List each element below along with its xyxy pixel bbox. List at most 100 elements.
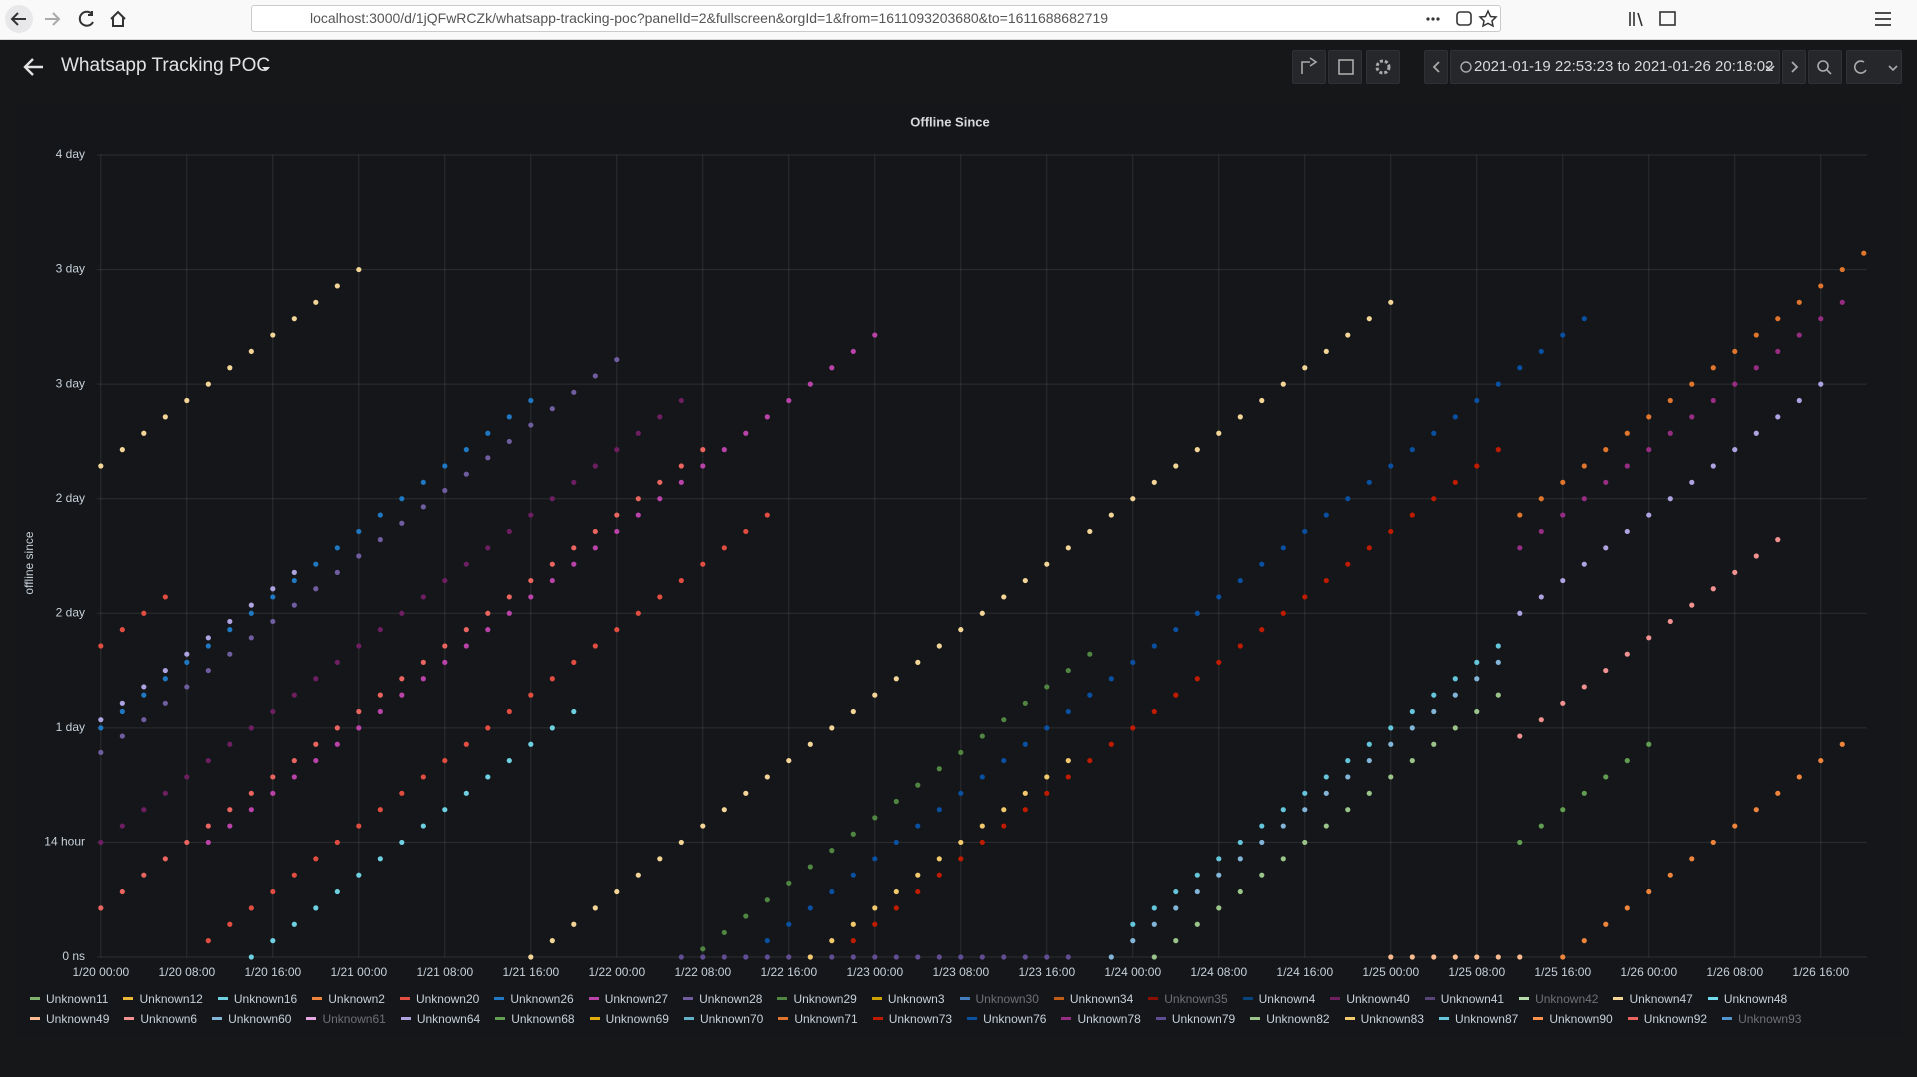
point — [1216, 856, 1222, 862]
point — [1689, 602, 1695, 608]
legend-item[interactable]: Unknown73 — [872, 1010, 952, 1027]
legend-item[interactable]: Unknown26 — [494, 990, 574, 1007]
legend-item[interactable]: Unknown61 — [306, 1010, 386, 1027]
point — [1194, 676, 1200, 682]
settings-button[interactable] — [1366, 50, 1400, 84]
point — [270, 618, 276, 625]
point — [291, 316, 297, 322]
forward-button[interactable] — [45, 12, 61, 26]
legend-item[interactable]: Unknown64 — [400, 1010, 480, 1027]
legend-item[interactable]: Unknown82 — [1250, 1010, 1330, 1027]
legend-marker — [306, 1017, 317, 1020]
point — [98, 749, 104, 756]
legend-item[interactable]: Unknown35 — [1148, 990, 1228, 1007]
point — [1818, 283, 1824, 289]
legend-item[interactable]: Unknown41 — [1424, 990, 1504, 1007]
point — [1259, 561, 1265, 567]
legend-item[interactable]: Unknown92 — [1627, 1010, 1707, 1027]
legend-item[interactable]: Unknown71 — [778, 1010, 858, 1027]
back-arrow[interactable] — [16, 40, 56, 96]
legend-item[interactable]: Unknown30 — [959, 990, 1039, 1007]
library-icon[interactable] — [1629, 12, 1643, 27]
legend-item[interactable]: Unknown47 — [1613, 990, 1693, 1007]
point — [657, 594, 663, 600]
legend-item[interactable]: Unknown34 — [1053, 990, 1133, 1007]
legend-item[interactable]: Unknown11 — [30, 990, 108, 1007]
point — [872, 921, 878, 927]
point — [1667, 618, 1673, 625]
legend-item[interactable]: Unknown3 — [871, 990, 945, 1007]
legend-item[interactable]: Unknown76 — [967, 1010, 1046, 1027]
legend-item[interactable]: Unknown12 — [123, 990, 203, 1007]
url-bar[interactable]: localhost:3000/d/1jQFwRCZk/whatsapp-trac… — [251, 5, 1501, 32]
legend-item[interactable]: Unknown42 — [1519, 990, 1598, 1007]
point — [399, 610, 405, 616]
point — [1194, 888, 1200, 895]
x-tick-label: 1/21 00:00 — [330, 965, 387, 979]
legend-item[interactable]: Unknown2 — [312, 990, 385, 1007]
legend-item[interactable]: Unknown87 — [1438, 1010, 1519, 1027]
point — [1173, 627, 1179, 633]
x-tick-label: 1/25 16:00 — [1534, 965, 1591, 979]
point — [1259, 627, 1265, 633]
title-caret[interactable] — [260, 40, 274, 96]
legend-item[interactable]: Unknown6 — [124, 1010, 197, 1027]
point — [1495, 692, 1501, 698]
legend-label: Unknown42 — [1535, 991, 1599, 1006]
bookmark-icon[interactable] — [1478, 9, 1498, 28]
time-forward-button[interactable] — [1782, 50, 1806, 84]
time-picker[interactable] — [1450, 50, 1780, 84]
point — [291, 569, 297, 575]
legend-item[interactable]: Unknown93 — [1722, 1010, 1801, 1027]
legend-item[interactable]: Unknown4 — [1242, 990, 1315, 1007]
legend-item[interactable]: Unknown20 — [399, 990, 479, 1007]
legend-item[interactable]: Unknown49 — [30, 1010, 109, 1027]
legend-item[interactable]: Unknown16 — [217, 990, 297, 1007]
legend-item[interactable]: Unknown40 — [1330, 990, 1410, 1007]
legend-item[interactable]: Unknown68 — [495, 1010, 575, 1027]
point — [442, 807, 448, 813]
y-tick-label: 14 hour — [44, 835, 85, 849]
point — [463, 741, 469, 747]
y-tick-label: 0 ns — [62, 949, 85, 963]
legend-label: Unknown87 — [1454, 1011, 1519, 1026]
legend-item[interactable]: Unknown79 — [1155, 1010, 1235, 1027]
legend-item[interactable]: Unknown27 — [588, 990, 668, 1007]
share-button[interactable] — [1292, 50, 1326, 84]
legend-marker — [778, 1017, 789, 1020]
legend-label: Unknown6 — [140, 1011, 198, 1026]
legend-item[interactable]: Unknown70 — [683, 1010, 763, 1027]
menu-icon[interactable] — [1865, 0, 1905, 39]
point — [442, 487, 448, 494]
point — [1194, 610, 1200, 616]
point — [1302, 594, 1308, 600]
legend-item[interactable]: Unknown90 — [1533, 1010, 1613, 1027]
sidebar-icon[interactable] — [1659, 11, 1676, 26]
legend-label: Unknown78 — [1077, 1011, 1141, 1026]
point — [270, 790, 276, 796]
point — [227, 651, 233, 657]
legend-item[interactable]: Unknown78 — [1061, 1010, 1141, 1027]
home-button[interactable] — [110, 10, 126, 27]
legend-item[interactable]: Unknown29 — [777, 990, 857, 1007]
point — [915, 782, 921, 788]
point — [420, 479, 426, 485]
legend-item[interactable]: Unknown83 — [1344, 1010, 1424, 1027]
time-range[interactable]: 2021-01-19 22:53:23 to 2021-01-26 20:18:… — [1474, 58, 1774, 75]
dashboard-title[interactable]: Whatsapp Tracking POC — [61, 55, 271, 76]
point — [1538, 528, 1544, 535]
refresh-button[interactable] — [1846, 50, 1902, 84]
zoom-out-button[interactable] — [1808, 50, 1842, 84]
legend-marker — [1722, 1017, 1733, 1020]
legend-item[interactable]: Unknown28 — [683, 990, 762, 1007]
legend-item[interactable]: Unknown48 — [1707, 990, 1787, 1007]
pocket-icon[interactable] — [1456, 11, 1472, 26]
x-tick-label: 1/26 00:00 — [1620, 965, 1677, 979]
time-back-button[interactable] — [1424, 50, 1448, 84]
save-button[interactable] — [1328, 50, 1362, 84]
legend-item[interactable]: Unknown69 — [589, 1010, 669, 1027]
point — [205, 938, 211, 944]
reload-button[interactable] — [78, 10, 94, 27]
legend-item[interactable]: Unknown60 — [212, 1010, 291, 1027]
point — [1366, 316, 1372, 322]
